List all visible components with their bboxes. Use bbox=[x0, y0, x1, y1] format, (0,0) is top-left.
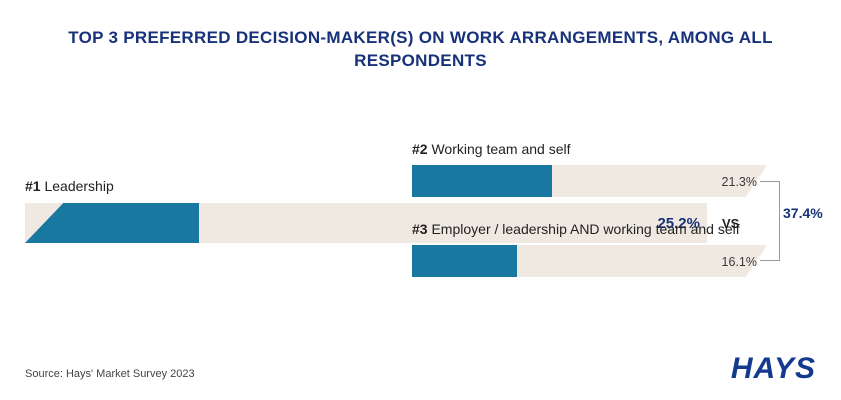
total-bracket bbox=[760, 181, 780, 261]
row1-category-label: Leadership bbox=[44, 178, 113, 194]
row1-label-container: #1 Leadership bbox=[25, 178, 114, 194]
row3-rank: #3 bbox=[412, 221, 428, 237]
row2-value-label: 21.3% bbox=[697, 175, 757, 189]
row2-label-container: #2 Working team and self bbox=[412, 141, 571, 157]
row3-category-label: Employer / leadership AND working team a… bbox=[431, 221, 739, 237]
hays-logo: HAYS bbox=[731, 352, 816, 386]
row3-bar-fill[interactable] bbox=[412, 245, 517, 277]
row2-bar-fill[interactable] bbox=[412, 165, 552, 197]
row2-rank: #2 bbox=[412, 141, 428, 157]
chart-title: TOP 3 PREFERRED DECISION-MAKER(S) ON WOR… bbox=[0, 26, 841, 72]
source-label: Source: Hays' Market Survey 2023 bbox=[25, 368, 195, 380]
row3-value-label: 16.1% bbox=[697, 255, 757, 269]
row1-rank: #1 bbox=[25, 178, 41, 194]
row3-label-container: #3 Employer / leadership AND working tea… bbox=[412, 221, 740, 237]
bracket-total-label: 37.4% bbox=[783, 205, 823, 221]
row2-category-label: Working team and self bbox=[431, 141, 570, 157]
